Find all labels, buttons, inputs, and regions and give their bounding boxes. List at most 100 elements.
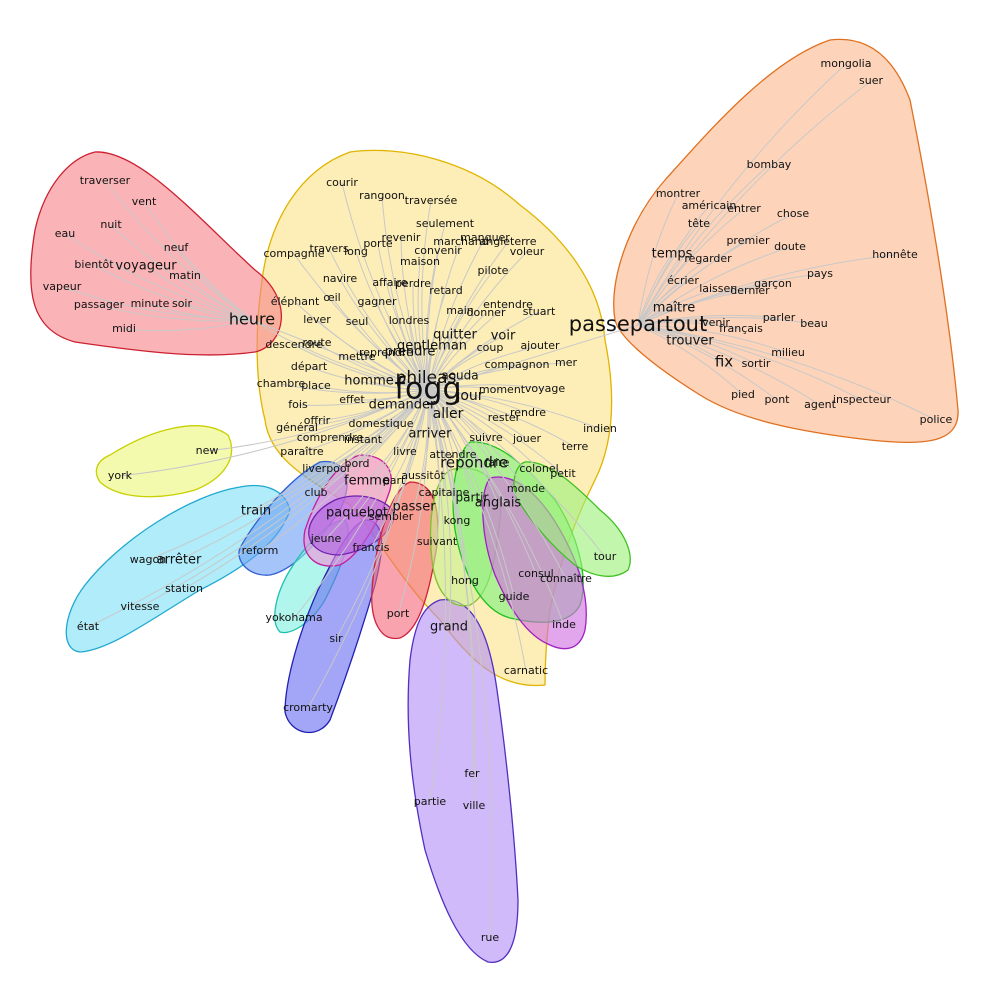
word-label-suer: suer [859, 74, 883, 87]
word-label-venir: venir [702, 316, 730, 329]
word-label-phileas: phileas [396, 368, 457, 388]
word-label-jeune: jeune [310, 532, 342, 545]
word-label-traverser: traverser [80, 174, 131, 187]
word-label-colonel: colonel [519, 462, 558, 475]
word-label-wagon: wagon [130, 553, 166, 566]
word-label-hong: hong [451, 574, 479, 587]
word-label-entrer: entrer [727, 202, 761, 215]
word-label-tour: tour [594, 550, 617, 563]
word-label-faire: faire [485, 456, 510, 469]
word-label-montrer: montrer [656, 187, 701, 200]
word-label-descendre: descendre [265, 338, 323, 351]
word-label-paquebot: paquebot [326, 506, 388, 521]
word-label-gentleman: gentleman [397, 339, 467, 354]
word-label-retard: retard [429, 284, 462, 297]
word-label-milieu: milieu [771, 346, 805, 359]
word-label-aller: aller [433, 406, 464, 422]
word-label-jour: jour [455, 388, 483, 404]
edge-layer [61, 63, 937, 939]
word-label-seul: seul [346, 315, 369, 328]
cluster-hull-passepartout [613, 38, 959, 443]
word-label-station: station [165, 582, 203, 595]
word-label-neuf: neuf [164, 241, 190, 254]
word-label-seulement: seulement [416, 217, 475, 230]
word-label-maitre: maître [653, 301, 695, 316]
cluster-hulls [30, 38, 959, 963]
word-label-francais: français [719, 322, 763, 335]
word-label-long: long [344, 245, 368, 258]
word-label-pays: pays [807, 267, 833, 280]
word-label-place: place [301, 379, 331, 392]
word-label-guide: guide [499, 590, 530, 603]
word-label-domestique: domestique [348, 417, 413, 430]
word-label-passer: passer [392, 500, 436, 515]
word-label-main: main [446, 304, 474, 317]
word-label-travers: travers [309, 242, 348, 255]
word-label-midi: midi [112, 322, 136, 335]
word-label-maison: maison [400, 255, 440, 268]
word-label-porte: porte [363, 237, 393, 250]
word-label-revenir: revenir [382, 231, 421, 244]
word-label-voleur: voleur [510, 245, 545, 258]
word-label-ajouter: ajouter [520, 339, 560, 352]
word-label-traversee: traversée [405, 194, 458, 207]
word-label-reform: reform [242, 544, 279, 557]
word-label-dernier: dernier [730, 284, 770, 297]
word-label-convenir: convenir [414, 244, 462, 257]
word-label-bientot: bientôt [74, 258, 114, 271]
word-label-fer: fer [464, 767, 480, 780]
word-label-york: york [108, 469, 133, 482]
word-label-terre: terre [562, 440, 589, 453]
word-label-instant: instant [344, 433, 383, 446]
word-label-general: général [276, 421, 318, 434]
word-label-laisser: laisser [699, 282, 735, 295]
word-label-homme: homme [344, 374, 394, 389]
word-label-rangoon: rangoon [359, 189, 405, 202]
word-label-vapeur: vapeur [43, 280, 82, 293]
word-label-angleterre: angleterre [480, 235, 537, 248]
word-label-doute: doute [774, 240, 806, 253]
word-label-regarder: regarder [684, 252, 732, 265]
word-label-beau: beau [800, 317, 827, 330]
word-label-anglais: anglais [475, 496, 522, 511]
cluster-hull-grand [407, 599, 519, 963]
word-label-sembler: sembler [369, 510, 414, 523]
word-label-mongolia: mongolia [821, 57, 872, 70]
word-label-route: route [302, 336, 331, 349]
word-label-chose: chose [777, 207, 809, 220]
word-label-kong: kong [444, 514, 471, 527]
word-label-coup: coup [477, 341, 504, 354]
word-label-perdre: perdre [395, 277, 431, 290]
word-label-suivre: suivre [469, 431, 503, 444]
word-label-consul: consul [518, 567, 554, 580]
word-label-aouda: aouda [441, 369, 478, 383]
word-label-quitter: quitter [433, 328, 477, 343]
word-label-train: train [241, 504, 271, 519]
word-label-suivant: suivant [417, 535, 458, 548]
word-label-minute: minute [131, 297, 170, 310]
word-label-nuit: nuit [100, 218, 122, 231]
word-label-heure: heure [229, 310, 275, 329]
word-label-francis: francis [353, 541, 390, 554]
word-label-arreter: arrêter [157, 553, 202, 568]
cluster-hull-york [95, 425, 233, 498]
word-label-liverpool: liverpool [302, 462, 349, 475]
word-label-vitesse: vitesse [121, 600, 160, 613]
word-label-pilote: pilote [478, 264, 509, 277]
cluster-hull-heure [30, 151, 282, 356]
word-label-livre: livre [393, 445, 417, 458]
word-label-agent: agent [804, 398, 836, 411]
word-label-partir: partir [456, 491, 489, 505]
word-label-courir: courir [326, 176, 358, 189]
word-label-mer: mer [555, 356, 577, 369]
word-label-premier: premier [726, 234, 770, 247]
word-label-monde: monde [507, 482, 545, 495]
word-label-stuart: stuart [523, 305, 556, 318]
word-label-club: club [304, 486, 327, 499]
word-label-honnete: honnête [872, 248, 918, 261]
word-label-parler: parler [763, 311, 796, 324]
word-label-pied: pied [731, 388, 755, 401]
word-label-femme: femme [344, 474, 390, 489]
word-label-donner: donner [467, 306, 506, 319]
